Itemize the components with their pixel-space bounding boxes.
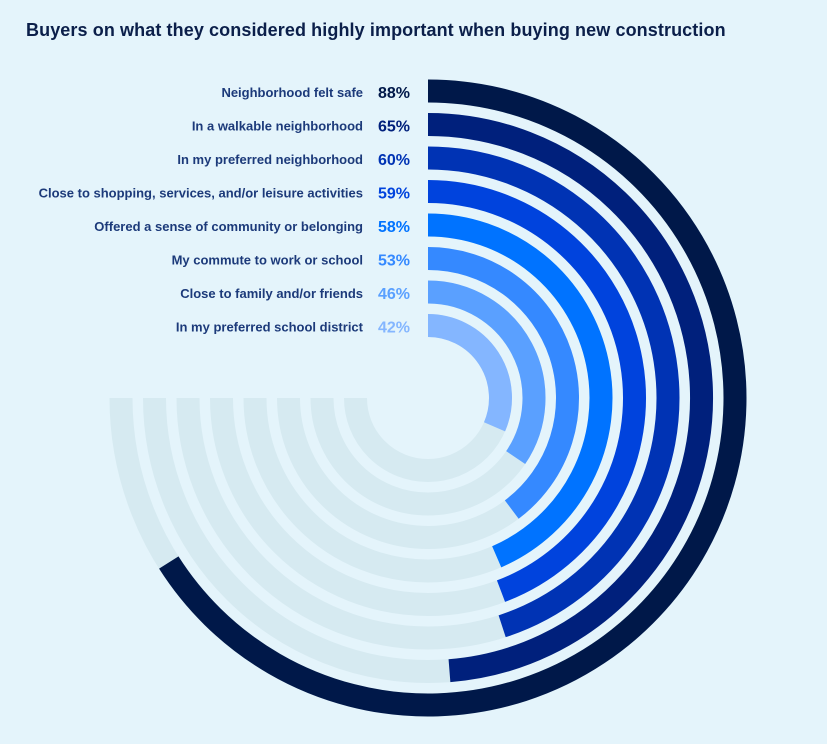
value-label: 58% — [378, 219, 410, 236]
bar-in-a-walkable-neighborhood — [427, 113, 714, 683]
category-label: Close to shopping, services, and/or leis… — [39, 186, 363, 201]
category-label: In a walkable neighborhood — [192, 119, 363, 134]
bar-close-to-shopping-services-and-or-leisure-activities — [427, 180, 646, 602]
value-label: 46% — [378, 286, 410, 303]
chart-title: Buyers on what they considered highly im… — [26, 20, 726, 40]
category-label: In my preferred neighborhood — [177, 152, 363, 167]
category-label: Neighborhood felt safe — [221, 85, 363, 100]
bar-my-commute-to-work-or-school — [427, 247, 579, 519]
value-label: 88% — [378, 85, 410, 102]
label-group: Neighborhood felt safe 88% In a walkable n… — [39, 85, 410, 337]
bar-in-my-preferred-neighborhood — [427, 146, 680, 638]
bar-close-to-family-and-or-friends — [427, 280, 546, 465]
value-label: 59% — [378, 186, 410, 203]
category-label: Close to family and/or friends — [180, 286, 363, 301]
value-label: 60% — [378, 152, 410, 169]
bar-group — [159, 79, 747, 717]
bar-in-my-preferred-school-district — [427, 314, 512, 432]
bar-neighborhood-felt-safe — [159, 79, 747, 717]
category-label: In my preferred school district — [176, 320, 364, 335]
value-label: 65% — [378, 119, 410, 136]
value-label: 53% — [378, 253, 410, 270]
category-label: Offered a sense of community or belongin… — [94, 219, 363, 234]
category-label: My commute to work or school — [172, 253, 363, 268]
bar-offered-a-sense-of-community-or-belonging — [427, 213, 613, 568]
value-label: 42% — [378, 320, 410, 337]
